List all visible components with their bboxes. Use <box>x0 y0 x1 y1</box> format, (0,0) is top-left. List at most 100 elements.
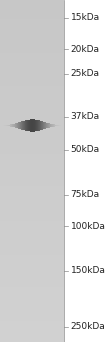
Bar <box>0 43 64 44</box>
Bar <box>0 301 64 303</box>
Bar <box>0 125 64 127</box>
Bar <box>0 55 64 56</box>
Bar <box>0 287 64 289</box>
Bar <box>0 280 64 282</box>
Bar <box>0 318 64 320</box>
Text: 25kDa: 25kDa <box>71 69 100 78</box>
Bar <box>0 174 64 176</box>
Bar <box>0 181 64 183</box>
Text: 50kDa: 50kDa <box>71 145 100 155</box>
Bar <box>0 275 64 277</box>
Bar <box>61 125 62 126</box>
Bar <box>0 337 64 339</box>
Bar <box>13 124 14 127</box>
Bar <box>0 332 64 333</box>
Bar <box>0 330 64 332</box>
Bar <box>0 265 64 267</box>
Bar <box>0 67 64 68</box>
Bar <box>58 125 59 126</box>
Bar <box>0 137 64 139</box>
Bar <box>0 132 64 133</box>
Bar <box>0 51 64 53</box>
Bar <box>0 221 64 222</box>
Bar <box>0 109 64 111</box>
Bar <box>0 250 64 251</box>
Bar <box>0 0 64 2</box>
Bar <box>0 75 64 77</box>
Bar <box>0 279 64 280</box>
Bar <box>0 185 64 186</box>
Bar <box>0 27 64 29</box>
Bar <box>44 122 45 129</box>
Bar <box>0 145 64 147</box>
Bar <box>0 120 64 121</box>
Bar <box>0 79 64 80</box>
Bar <box>0 260 64 262</box>
Text: 150kDa: 150kDa <box>71 266 106 275</box>
Bar <box>0 209 64 210</box>
Bar <box>0 87 64 89</box>
Bar <box>0 44 64 46</box>
Bar <box>32 119 33 132</box>
Bar <box>0 304 64 306</box>
Bar <box>0 291 64 292</box>
Bar <box>0 162 64 164</box>
Bar <box>7 125 8 126</box>
Bar <box>42 121 43 130</box>
Bar <box>59 125 60 126</box>
Bar <box>0 164 64 166</box>
Bar <box>0 202 64 203</box>
Bar <box>0 94 64 96</box>
Bar <box>0 200 64 202</box>
Bar <box>0 310 64 311</box>
Bar <box>64 0 107 342</box>
Bar <box>56 125 57 126</box>
Bar <box>0 139 64 140</box>
Bar <box>0 92 64 94</box>
Bar <box>43 122 44 129</box>
Bar <box>0 339 64 340</box>
Bar <box>0 180 64 181</box>
Bar <box>0 173 64 174</box>
Bar <box>0 214 64 215</box>
Bar <box>0 215 64 217</box>
Bar <box>0 231 64 233</box>
Bar <box>0 333 64 335</box>
Bar <box>0 166 64 168</box>
Bar <box>0 91 64 92</box>
Bar <box>0 267 64 268</box>
Bar <box>0 157 64 159</box>
Bar <box>15 123 16 128</box>
Bar <box>0 248 64 250</box>
Bar <box>0 171 64 173</box>
Bar <box>40 121 41 130</box>
Bar <box>0 147 64 149</box>
Text: 20kDa: 20kDa <box>71 45 100 54</box>
Bar <box>0 32 64 34</box>
Bar <box>18 122 19 129</box>
Bar <box>0 311 64 313</box>
Bar <box>0 222 64 224</box>
Bar <box>0 226 64 227</box>
Bar <box>0 255 64 256</box>
Bar <box>0 299 64 301</box>
Bar <box>3 125 4 126</box>
Bar <box>0 140 64 142</box>
Bar <box>47 123 48 128</box>
Bar <box>31 119 32 132</box>
Bar <box>0 183 64 185</box>
Bar <box>20 122 21 129</box>
Bar <box>55 124 56 127</box>
Bar <box>0 53 64 55</box>
Bar <box>5 125 6 126</box>
Bar <box>0 243 64 245</box>
Bar <box>0 154 64 156</box>
Bar <box>0 149 64 150</box>
Bar <box>0 133 64 135</box>
Bar <box>0 26 64 27</box>
Bar <box>0 178 64 180</box>
Bar <box>0 328 64 330</box>
Bar <box>0 2 64 3</box>
Bar <box>0 3 64 5</box>
Text: 75kDa: 75kDa <box>71 190 100 199</box>
